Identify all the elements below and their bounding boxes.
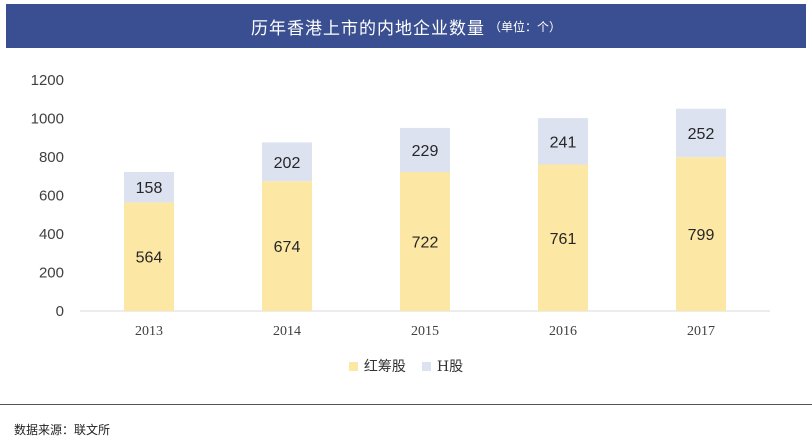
legend-item-h-share: H股 [421, 356, 464, 376]
legend: 红筹股 H股 [0, 356, 812, 376]
x-tick-label: 2014 [273, 324, 301, 339]
bar-red-chip [400, 172, 450, 311]
stacked-bar-chart: 0 200 400 600 800 1000 1200 564 158 2013 674 202 201… [31, 72, 770, 339]
legend-swatch-h-share [421, 361, 431, 371]
bar-h-share [262, 142, 312, 182]
bar-h-share [124, 172, 174, 203]
data-label-red-chip: 674 [274, 239, 301, 256]
data-label-red-chip: 722 [412, 235, 439, 252]
data-label-red-chip: 564 [136, 250, 163, 267]
chart-unit: （单位：个） [488, 19, 561, 34]
y-tick-label: 600 [39, 188, 64, 205]
data-label-h-share: 241 [550, 134, 577, 151]
y-tick-label: 400 [39, 226, 64, 243]
legend-swatch-red-chip [348, 361, 358, 371]
source-divider [0, 404, 812, 405]
bar-red-chip [124, 202, 174, 311]
bar-red-chip [262, 181, 312, 311]
data-label-h-share: 252 [688, 126, 715, 143]
data-label-h-share: 158 [136, 180, 163, 197]
bar-h-share [400, 127, 450, 173]
legend-label-h-share: H股 [436, 359, 464, 375]
x-tick-label: 2015 [411, 324, 439, 339]
data-label-red-chip: 799 [688, 227, 715, 244]
bar-h-share [538, 118, 588, 165]
x-tick-label: 2017 [687, 324, 715, 339]
data-label-h-share: 229 [412, 143, 439, 160]
bar-red-chip [676, 157, 726, 311]
x-tick-label: 2013 [135, 324, 163, 339]
y-tick-label: 200 [39, 265, 64, 282]
legend-label-red-chip: 红筹股 [363, 359, 406, 375]
chart-title-bar: 历年香港上市的内地企业数量 （单位：个） [6, 4, 806, 48]
data-label-red-chip: 761 [550, 231, 577, 248]
legend-item-red-chip: 红筹股 [348, 356, 406, 376]
y-tick-label: 1000 [31, 111, 64, 128]
y-tick-label: 0 [56, 303, 64, 320]
x-tick-label: 2016 [549, 324, 577, 339]
data-source: 数据来源：联文所 [14, 423, 111, 437]
bar-h-share [676, 108, 726, 158]
data-label-h-share: 202 [274, 155, 301, 172]
bar-red-chip [538, 164, 588, 311]
chart-title: 历年香港上市的内地企业数量 [250, 18, 485, 39]
y-tick-label: 800 [39, 149, 64, 166]
y-tick-label: 1200 [31, 72, 64, 89]
